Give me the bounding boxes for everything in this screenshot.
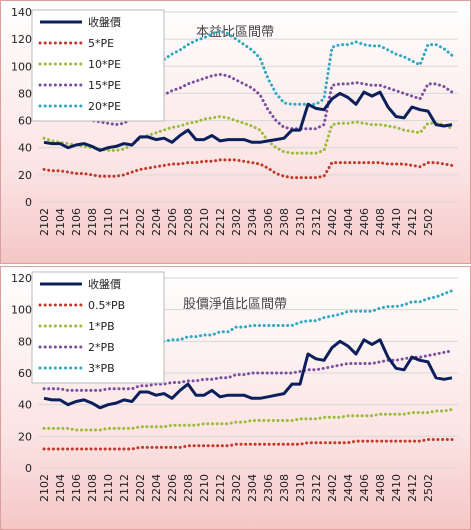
x-tick-label: 2210 — [198, 474, 211, 502]
y-tick-label: 100 — [11, 60, 32, 73]
x-tick-label: 2208 — [182, 208, 195, 236]
x-tick-label: 2204 — [150, 208, 163, 236]
x-tick-label: 2410 — [390, 474, 403, 502]
x-tick-label: 2310 — [294, 474, 307, 502]
legend-label: 0.5*PB — [88, 299, 125, 312]
y-tick-label: 40 — [18, 142, 32, 155]
x-tick-label: 2404 — [342, 474, 355, 502]
y-tick-label: 20 — [18, 169, 32, 182]
legend: 收盤價 5*PE 10*PE 15*PE 20*PE — [31, 9, 165, 122]
x-tick-label: 2312 — [310, 474, 323, 502]
series-line-2 — [42, 114, 454, 155]
legend-label: 2*PB — [88, 341, 115, 354]
x-tick-label: 2104 — [54, 208, 67, 236]
legend-label: 15*PE — [88, 79, 121, 92]
y-tick-label: 60 — [18, 115, 32, 128]
x-tick-label: 2208 — [182, 474, 195, 502]
x-tick-label: 2304 — [246, 208, 259, 236]
x-tick-label: 2410 — [390, 208, 403, 236]
x-tick-label: 2412 — [406, 474, 419, 502]
x-tick-label: 2302 — [230, 474, 243, 502]
x-tick-label: 2304 — [246, 474, 259, 502]
y-tick-label: 120 — [11, 272, 32, 285]
y-tick-label: 20 — [18, 430, 32, 443]
x-tick-label: 2404 — [342, 208, 355, 236]
y-tick-label: 100 — [11, 304, 32, 317]
x-tick-label: 2502 — [422, 474, 435, 502]
x-tick-label: 2308 — [278, 474, 291, 502]
x-tick-label: 2502 — [422, 208, 435, 236]
legend-label: 收盤價 — [88, 15, 121, 29]
x-tick-label: 2110 — [102, 474, 115, 502]
x-tick-label: 2412 — [406, 208, 419, 236]
x-tick-label: 2106 — [70, 474, 83, 502]
y-tick-label: 0 — [25, 462, 32, 475]
legend-label: 3*PB — [88, 362, 115, 375]
x-tick-label: 2402 — [326, 474, 339, 502]
x-tick-label: 2206 — [166, 208, 179, 236]
series-line-2 — [42, 407, 454, 432]
y-tick-label: 120 — [11, 33, 32, 46]
x-tick-label: 2112 — [118, 208, 131, 236]
legend-label: 1*PB — [88, 320, 115, 333]
legend-label: 10*PE — [88, 58, 121, 71]
x-tick-label: 2408 — [374, 474, 387, 502]
legend-box — [31, 271, 165, 384]
x-tick-label: 2212 — [214, 474, 227, 502]
series-line-0 — [43, 90, 453, 152]
x-tick-label: 2210 — [198, 208, 211, 236]
x-tick-label: 2402 — [326, 208, 339, 236]
x-tick-label: 2202 — [134, 474, 147, 502]
pe-band-chart-panel: 0 20 40 60 80 100 120 140 2102 2104 2106 2108 2110 21… — [0, 0, 471, 264]
x-tick-label: 2212 — [214, 208, 227, 236]
x-tick-label: 2102 — [38, 474, 51, 502]
x-tick-label: 2206 — [166, 474, 179, 502]
y-tick-label: 60 — [18, 367, 32, 380]
x-tick-label: 2104 — [54, 474, 67, 502]
series-line-4 — [42, 289, 454, 354]
y-tick-label: 140 — [11, 6, 32, 19]
x-tick-label: 2312 — [310, 208, 323, 236]
y-tick-label: 80 — [18, 335, 32, 348]
x-tick-label: 2106 — [70, 208, 83, 236]
y-tick-label: 80 — [18, 87, 32, 100]
x-tick-label: 2302 — [230, 208, 243, 236]
legend: 收盤價 0.5*PB 1*PB 2*PB 3*PB — [31, 271, 165, 384]
x-tick-label: 2408 — [374, 208, 387, 236]
x-tick-label: 2108 — [86, 208, 99, 236]
x-tick-label: 2306 — [262, 208, 275, 236]
series-line-4 — [42, 29, 454, 106]
legend-label: 20*PE — [88, 100, 121, 113]
chart-title: 股價淨值比區間帶 — [183, 296, 287, 312]
x-tick-label: 2102 — [38, 208, 51, 236]
x-tick-label: 2202 — [134, 208, 147, 236]
series-line-3 — [42, 72, 454, 131]
x-tick-label: 2310 — [294, 208, 307, 236]
chart-title: 本益比區間帶 — [196, 25, 274, 40]
series-line-0 — [43, 338, 453, 410]
x-tick-label: 2108 — [86, 474, 99, 502]
x-tick-label: 2308 — [278, 208, 291, 236]
x-tick-label: 2406 — [358, 474, 371, 502]
series-line-1 — [42, 158, 454, 180]
x-tick-label: 2204 — [150, 474, 163, 502]
x-tick-label: 2112 — [118, 474, 131, 502]
pb-band-chart-panel: 0 20 40 60 80 100 120 2102 2104 2106 2108 2110 2112 2… — [0, 266, 471, 530]
legend-label: 5*PE — [88, 37, 114, 50]
series-line-3 — [42, 349, 454, 392]
legend-box — [31, 9, 165, 122]
pe-band-chart: 0 20 40 60 80 100 120 140 2102 2104 2106 2108 2110 21… — [0, 0, 471, 264]
x-tick-label: 2406 — [358, 208, 371, 236]
y-tick-label: 0 — [25, 196, 32, 209]
y-tick-label: 40 — [18, 399, 32, 412]
legend-label: 收盤價 — [88, 277, 121, 291]
x-tick-label: 2110 — [102, 208, 115, 236]
x-tick-label: 2306 — [262, 474, 275, 502]
